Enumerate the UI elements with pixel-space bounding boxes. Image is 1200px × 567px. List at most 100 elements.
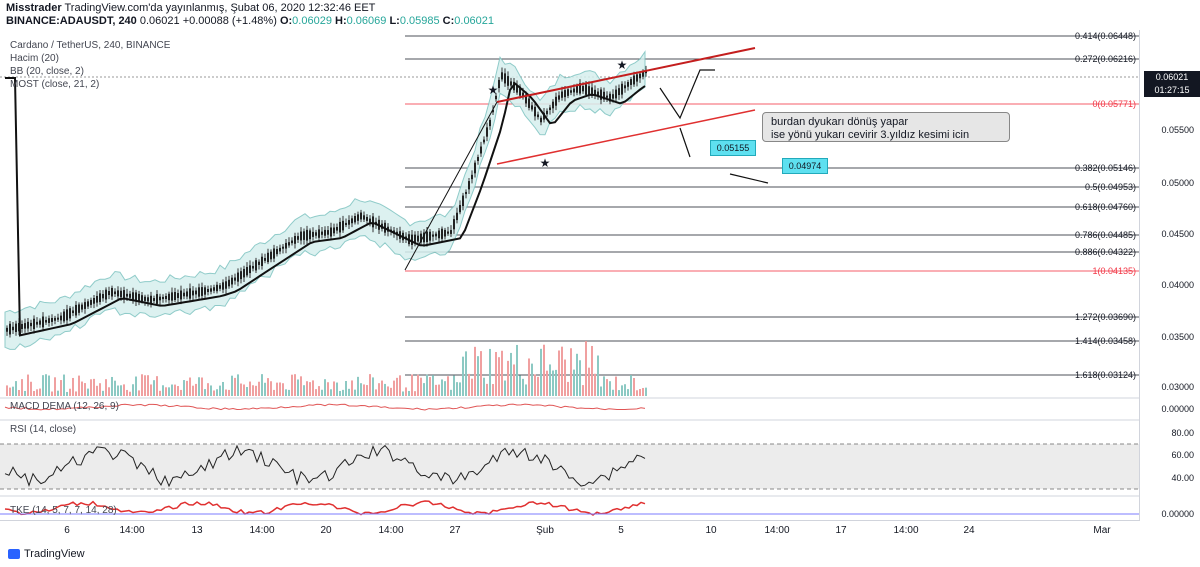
volume-bar (264, 382, 266, 396)
volume-bar (183, 380, 185, 396)
tradingview-logo[interactable]: TradingView (8, 548, 85, 560)
volume-bar (441, 379, 443, 396)
candle-body (228, 279, 230, 287)
price-label-box[interactable]: 0.04974 (782, 158, 828, 174)
volume-bar (144, 375, 146, 396)
candle-body (498, 79, 500, 89)
time-tick: 27 (449, 525, 461, 536)
candle-body (120, 290, 122, 298)
candle-body (222, 282, 224, 290)
candle-body (276, 249, 278, 255)
volume-bar (360, 383, 362, 396)
candle-body (249, 265, 251, 274)
candle-body (558, 95, 560, 100)
price-axis[interactable]: 0.06021 01:27:15 0.05500 0.05000 0.04500… (1139, 30, 1200, 520)
volume-bar (279, 382, 281, 396)
volume-bar (615, 376, 617, 396)
volume-bar (126, 389, 128, 396)
analysis-note[interactable]: burdan dyukarı dönüş yapar ise yönü yuka… (762, 112, 1010, 142)
candle-body (606, 95, 608, 98)
bollinger-band (4, 50, 646, 350)
volume-bar (381, 380, 383, 396)
candle-body (279, 247, 281, 252)
candle-body (459, 204, 461, 213)
volume-bar (588, 367, 590, 396)
volume-bar (339, 390, 341, 396)
volume-bar (456, 382, 458, 396)
candle-body (123, 290, 125, 300)
candle-body (603, 91, 605, 100)
volume-bar (408, 390, 410, 396)
candle-body (225, 281, 227, 289)
candle-body (579, 83, 581, 94)
candle-body (612, 94, 614, 99)
author-name[interactable]: Misstrader (6, 2, 62, 14)
rsi-study-label[interactable]: RSI (14, close) (10, 424, 77, 435)
tradingview-icon (8, 549, 20, 559)
time-axis[interactable]: 6 14:00 13 14:00 20 14:00 27 Şub 5 10 14… (0, 520, 1140, 543)
volume-bar (171, 384, 173, 396)
candle-body (219, 285, 221, 289)
volume-bar (318, 386, 320, 396)
price-chart[interactable] (0, 30, 1140, 520)
volume-bar (174, 384, 176, 396)
volume-bar (489, 348, 491, 396)
volume-study-label[interactable]: Hacim (20) (10, 53, 59, 64)
projection-arrow (659, 69, 715, 120)
volume-bar (312, 380, 314, 396)
open-value: 0.06029 (292, 15, 332, 27)
candle-body (105, 289, 107, 300)
volume-bar (303, 385, 305, 396)
volume-bar (186, 380, 188, 396)
volume-bar (447, 376, 449, 396)
candle-body (372, 216, 374, 228)
volume-bar (369, 374, 371, 396)
candle-body (621, 83, 623, 95)
candle-body (78, 304, 80, 313)
price-label-box[interactable]: 0.05155 (710, 140, 756, 156)
volume-bar (459, 382, 461, 396)
volume-bar (120, 385, 122, 396)
volume-bar (195, 383, 197, 396)
bb-study-label[interactable]: BB (20, close, 2) (10, 66, 84, 77)
series-title[interactable]: Cardano / TetherUS, 240, BINANCE (10, 40, 171, 51)
candle-body (474, 162, 476, 174)
tke-study-label[interactable]: TKE (14, 5, 7, 7, 14, 28) (10, 505, 117, 516)
candle-body (156, 294, 158, 304)
volume-bar (420, 377, 422, 396)
candle-body (297, 236, 299, 240)
candle-body (180, 290, 182, 300)
volume-bar (213, 390, 215, 396)
candle-body (573, 88, 575, 93)
candle-body (435, 233, 437, 237)
candle-body (420, 233, 422, 243)
candle-body (48, 318, 50, 324)
volume-bar (243, 384, 245, 396)
candle-body (12, 326, 14, 331)
volume-bar (168, 387, 170, 396)
candle-body (132, 292, 134, 301)
candle-body (426, 231, 428, 243)
candle-body (552, 101, 554, 109)
most-study-label[interactable]: MOST (close, 21, 2) (10, 79, 100, 90)
volume-bar (138, 390, 140, 396)
volume-bar (504, 380, 506, 396)
candle-body (66, 309, 68, 321)
last-price: 0.06021 (139, 15, 180, 27)
candle-body (417, 235, 419, 242)
symbol-label[interactable]: BINANCE:ADAUSDT, 240 (6, 15, 137, 27)
volume-bar (576, 353, 578, 396)
volume-bar (570, 348, 572, 396)
candle-body (189, 288, 191, 299)
candle-body (87, 301, 89, 307)
publish-info: TradingView.com'da yayınlanmış, Şubat 06… (64, 2, 376, 14)
macd-study-label[interactable]: MACD DEMA (12, 26, 9) (10, 401, 119, 412)
price-tick: 0.03000 (1161, 382, 1194, 392)
candle-body (432, 234, 434, 237)
volume-bar (600, 386, 602, 396)
bar-countdown: 01:27:15 (1144, 84, 1200, 97)
volume-bar (21, 379, 23, 396)
volume-bar (414, 391, 416, 396)
chart-header: Misstrader TradingView.com'da yayınlanmı… (0, 0, 1200, 30)
volume-bar (633, 378, 635, 396)
